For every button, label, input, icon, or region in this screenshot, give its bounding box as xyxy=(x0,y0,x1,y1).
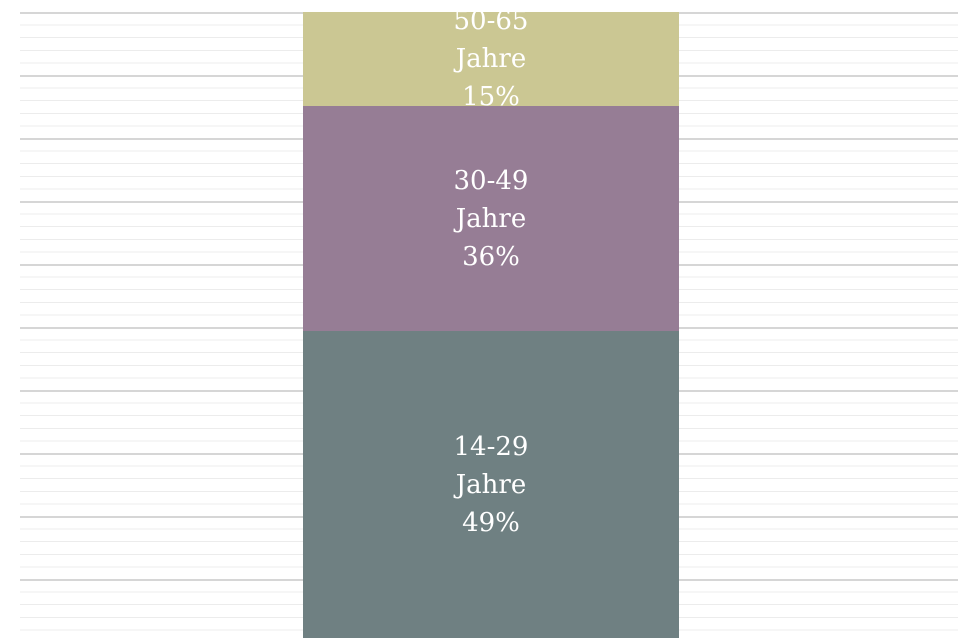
segment-name: 30-49 Jahre xyxy=(453,165,529,234)
segment-label: 14-29 Jahre 49% xyxy=(436,428,546,542)
segment-label: 50-65 Jahre 15% xyxy=(436,2,546,116)
bar-segment: 30-49 Jahre 36% xyxy=(303,105,679,332)
value-label: 49% xyxy=(462,507,520,538)
value-label: 36% xyxy=(462,241,520,272)
bar-segment: 14-29 Jahre 49% xyxy=(303,331,679,638)
segment-label: 30-49 Jahre 36% xyxy=(436,162,546,276)
segment-name: 14-29 Jahre xyxy=(453,431,529,500)
value-label: 15% xyxy=(462,81,520,112)
bar-segment: 50-65 Jahre 15% xyxy=(303,6,679,112)
segment-name: 50-65 Jahre xyxy=(453,5,529,74)
